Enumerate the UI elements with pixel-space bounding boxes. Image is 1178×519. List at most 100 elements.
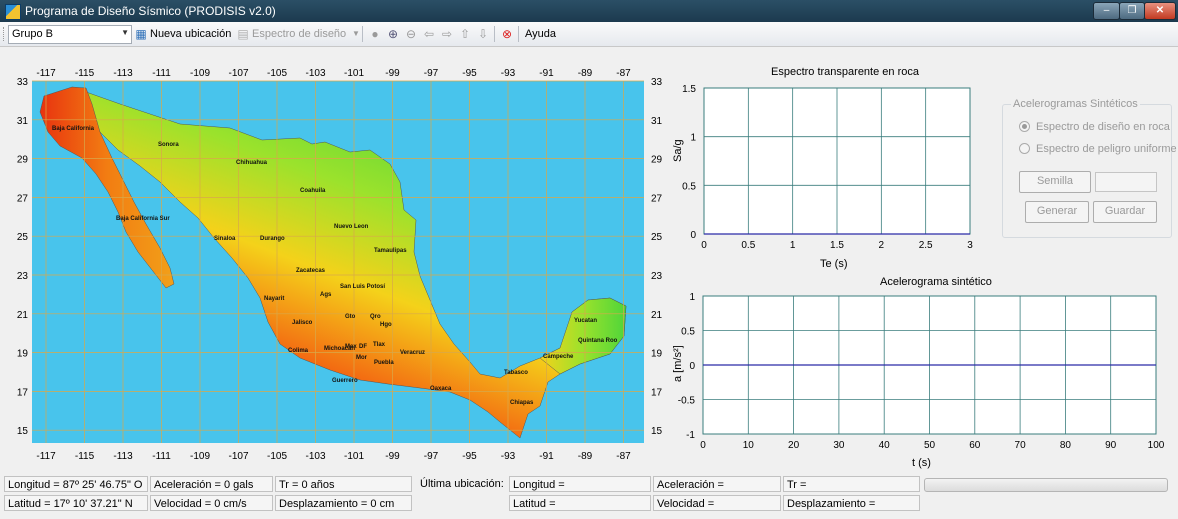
pan-right-icon[interactable]: ⇨ xyxy=(441,27,453,41)
map-x-tick-label: -89 xyxy=(578,68,593,79)
spectrum-ylabel: Sa/g xyxy=(672,139,684,162)
accel-chart-title: Acelerograma sintético xyxy=(880,276,992,288)
state-label: Gto xyxy=(345,314,356,320)
map-x-tick-label: -117 xyxy=(36,68,56,79)
zoom-in-icon[interactable]: ⊕ xyxy=(387,27,399,41)
state-label: San Luis Potosí xyxy=(340,284,385,290)
state-label: Mor xyxy=(356,355,368,361)
map-x-tick-label: -95 xyxy=(462,451,477,462)
chart-x-tick-label: 3 xyxy=(967,240,973,251)
map-y-tick-label: 17 xyxy=(651,387,663,398)
pan-left-icon[interactable]: ⇦ xyxy=(423,27,435,41)
accel-ylabel: a [m/s²] xyxy=(672,345,684,382)
state-label: Sonora xyxy=(158,142,179,148)
chart-y-tick-label: 0.5 xyxy=(682,181,696,192)
state-labels: Baja California Sonora Chihuahua Coahuila Ba… xyxy=(52,126,618,406)
group-select[interactable]: Grupo B ▼ xyxy=(8,25,132,44)
chart-x-tick-label: 1.5 xyxy=(830,240,844,251)
close-button[interactable]: ✕ xyxy=(1144,2,1176,20)
map-y-tick-label: 31 xyxy=(651,116,663,127)
status-aceleracion: Aceleración = 0 gals xyxy=(150,476,273,492)
map-x-ticks-top: -117 -115 -113 -111 -109 -107 -105 -103 -101 -99 -… xyxy=(36,68,631,79)
state-label: Campeche xyxy=(543,354,574,360)
globe-icon[interactable]: ● xyxy=(371,27,379,41)
status-ultima-ubicacion: Última ubicación: xyxy=(420,478,504,490)
map-y-tick-label: 21 xyxy=(17,310,29,321)
radio-espectro-roca[interactable]: Espectro de diseño en roca xyxy=(1019,121,1170,133)
state-label: Tlax xyxy=(373,342,386,348)
maximize-button[interactable]: ❐ xyxy=(1119,2,1145,20)
map-x-tick-label: -105 xyxy=(267,451,287,462)
chart-x-tick-label: 70 xyxy=(1015,440,1027,451)
state-label: Michoacan xyxy=(324,346,355,352)
window-title: Programa de Diseño Sísmico (PRODISIS v2.… xyxy=(25,4,276,18)
map-y-tick-label: 33 xyxy=(651,77,663,88)
title-bar: Programa de Diseño Sísmico (PRODISIS v2.… xyxy=(0,0,1178,22)
chevron-down-icon[interactable]: ▼ xyxy=(352,29,360,38)
chart-y-tick-label: -0.5 xyxy=(678,396,696,407)
new-location-icon[interactable]: ▦ xyxy=(135,27,147,41)
status-latitud: Latitud = 17º 10' 37.21" N xyxy=(4,495,148,511)
baja-california xyxy=(39,86,175,289)
stop-icon[interactable]: ⊗ xyxy=(501,27,513,41)
status-desplazamiento: Desplazamiento = 0 cm xyxy=(275,495,412,511)
map-x-tick-label: -103 xyxy=(305,68,325,79)
hazard-map[interactable]: -117 -115 -113 -111 -109 -107 -105 -103 -101 -99 -… xyxy=(0,62,670,470)
map-x-tick-label: -111 xyxy=(152,451,171,462)
pan-up-icon[interactable]: ⇧ xyxy=(459,27,471,41)
app-icon xyxy=(5,4,21,20)
chart-x-tick-label: 80 xyxy=(1060,440,1072,451)
map-x-tick-label: -93 xyxy=(501,451,516,462)
chart-y-tick-label: 0 xyxy=(689,361,695,372)
group-select-value: Grupo B xyxy=(12,28,53,40)
minimize-button[interactable]: – xyxy=(1093,2,1120,20)
yucatan-peninsula xyxy=(539,297,627,375)
map-canvas[interactable]: -117 -115 -113 -111 -109 -107 -105 -103 -101 -99 -… xyxy=(0,62,670,470)
map-x-tick-label: -87 xyxy=(616,451,631,462)
semilla-input[interactable] xyxy=(1095,172,1157,192)
chart-x-tick-label: 20 xyxy=(788,440,800,451)
accel-chart: 0 10 20 30 40 50 60 70 80 90 100 1 0.5 0 -0.5 -1 xyxy=(678,292,1165,451)
chart-y-tick-label: 0 xyxy=(690,230,696,241)
chart-x-tick-label: 100 xyxy=(1148,440,1165,451)
spectrum-icon: ▤ xyxy=(237,27,249,41)
pan-down-icon[interactable]: ⇩ xyxy=(477,27,489,41)
toolbar-separator xyxy=(362,26,363,42)
map-x-tick-label: -113 xyxy=(113,451,133,462)
state-label: Durango xyxy=(260,236,285,242)
toolbar: Grupo B ▼ ▦ Nueva ubicación ▤ Espectro d… xyxy=(0,22,1178,47)
map-y-tick-label: 29 xyxy=(17,155,29,166)
map-y-tick-label: 21 xyxy=(651,310,663,321)
sinteticos-legend: Acelerogramas Sintéticos xyxy=(1011,98,1140,110)
spectrum-xlabel: Te (s) xyxy=(820,258,848,270)
guardar-button[interactable]: Guardar xyxy=(1093,201,1157,223)
map-y-tick-label: 33 xyxy=(17,77,29,88)
map-x-tick-label: -91 xyxy=(539,68,554,79)
espectro-diseno-button[interactable]: Espectro de diseño xyxy=(252,28,347,40)
radio-peligro-uniforme[interactable]: Espectro de peligro uniforme xyxy=(1019,143,1177,155)
ayuda-button[interactable]: Ayuda xyxy=(525,28,556,40)
nueva-ubicacion-button[interactable]: Nueva ubicación xyxy=(150,28,232,40)
chart-y-tick-label: 1 xyxy=(690,133,696,144)
zoom-out-icon[interactable]: ⊖ xyxy=(405,27,417,41)
map-x-tick-label: -99 xyxy=(385,451,400,462)
chart-y-tick-label: 1 xyxy=(689,292,695,303)
chart-x-tick-label: 40 xyxy=(879,440,891,451)
state-label: Coahuila xyxy=(300,188,326,194)
map-y-tick-label: 27 xyxy=(651,193,663,204)
state-label: Mex xyxy=(345,344,357,350)
generar-button[interactable]: Generar xyxy=(1025,201,1089,223)
state-label: Chihuahua xyxy=(236,160,268,166)
map-x-tick-label: -101 xyxy=(344,68,364,79)
map-y-tick-label: 15 xyxy=(17,426,29,437)
chart-x-tick-label: 10 xyxy=(743,440,755,451)
toolbar-separator xyxy=(494,26,495,42)
state-label: Qro xyxy=(370,314,381,320)
toolbar-separator xyxy=(518,26,519,42)
map-y-tick-label: 25 xyxy=(17,232,29,243)
semilla-button[interactable]: Semilla xyxy=(1019,171,1091,193)
map-x-tick-label: -103 xyxy=(305,451,325,462)
state-label: Nuevo Leon xyxy=(334,224,369,230)
radio-peligro-uniforme-label: Espectro de peligro uniforme xyxy=(1036,143,1177,155)
map-x-tick-label: -93 xyxy=(501,68,516,79)
